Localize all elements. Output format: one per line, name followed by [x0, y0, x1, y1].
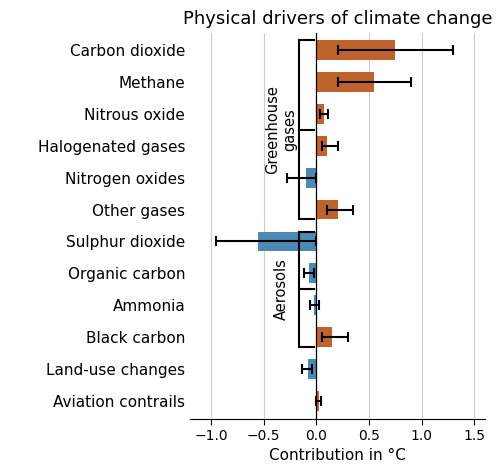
Bar — [258, 232, 316, 252]
Bar — [316, 327, 332, 347]
Bar — [316, 199, 338, 219]
X-axis label: Contribution in °C: Contribution in °C — [269, 448, 406, 464]
Text: Greenhouse
gases: Greenhouse gases — [265, 86, 298, 174]
Bar — [316, 72, 374, 92]
Bar — [316, 104, 324, 124]
Bar — [309, 264, 316, 283]
Bar — [316, 40, 396, 60]
Title: Physical drivers of climate change: Physical drivers of climate change — [183, 10, 492, 28]
Bar — [316, 391, 318, 411]
Bar — [308, 359, 316, 379]
Bar — [306, 168, 316, 187]
Text: Aerosols: Aerosols — [274, 259, 289, 320]
Bar — [316, 136, 327, 156]
Bar — [314, 295, 316, 315]
